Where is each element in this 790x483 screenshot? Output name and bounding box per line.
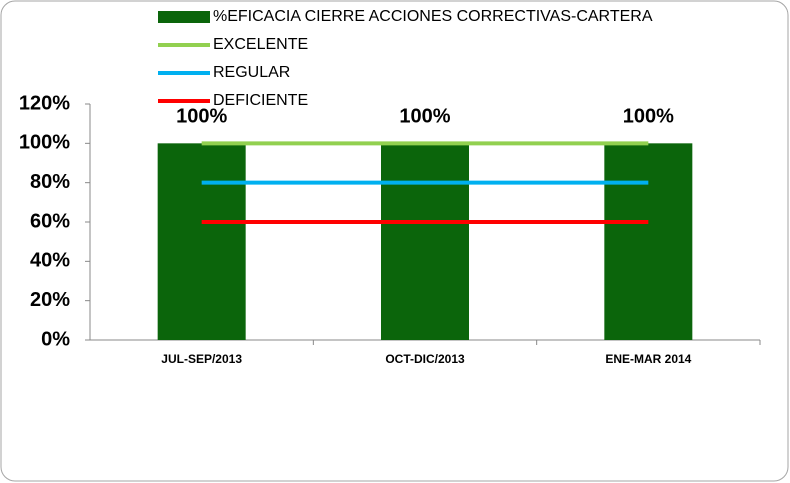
legend-label: EXCELENTE xyxy=(213,36,308,53)
x-tick-label: JUL-SEP/2013 xyxy=(161,352,242,366)
bar xyxy=(381,143,469,340)
bar xyxy=(157,143,246,340)
x-tick-label: OCT-DIC/2013 xyxy=(385,352,465,366)
x-tick-label: ENE-MAR 2014 xyxy=(605,352,691,366)
data-label: 100% xyxy=(176,106,227,128)
data-label: 100% xyxy=(623,106,674,128)
legend-label: REGULAR xyxy=(213,64,290,81)
bar xyxy=(604,143,693,340)
y-tick-label: 60% xyxy=(30,210,70,232)
y-tick-label: 0% xyxy=(41,328,70,350)
y-tick-label: 100% xyxy=(19,132,70,154)
legend-swatch xyxy=(158,11,210,23)
y-tick-label: 120% xyxy=(19,92,70,114)
y-tick-label: 80% xyxy=(30,171,70,193)
legend-label: %EFICACIA CIERRE ACCIONES CORRECTIVAS-CA… xyxy=(213,8,653,25)
y-tick-label: 40% xyxy=(30,250,70,272)
y-tick-label: 20% xyxy=(30,289,70,311)
data-label: 100% xyxy=(399,106,450,128)
legend-label: DEFICIENTE xyxy=(213,92,308,109)
